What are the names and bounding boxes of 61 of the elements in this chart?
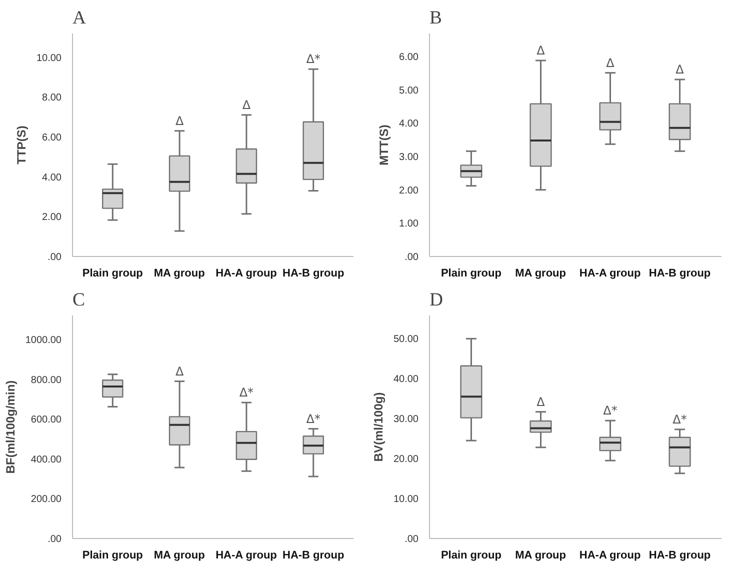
x-tick-label: Plain group — [82, 550, 144, 562]
annotation: Δ — [676, 62, 685, 76]
annotation: Δ* — [239, 386, 254, 400]
y-tick-label: .00 — [48, 252, 62, 263]
y-tick-label: .00 — [404, 252, 419, 263]
y-tick-label: 4.00 — [399, 118, 419, 130]
x-tick-label: MA group — [154, 268, 206, 280]
x-tick-label: Plain group — [82, 268, 144, 280]
y-tick-label: 8.00 — [42, 92, 62, 104]
y-tick-label: 10.00 — [36, 52, 62, 64]
y-axis-title: MTT(S) — [377, 124, 392, 166]
y-axis-title: BF(ml/100g/min) — [3, 380, 18, 474]
annotation: Δ — [175, 114, 184, 128]
y-tick-label: 800.00 — [30, 375, 62, 386]
annotation: Δ — [536, 44, 546, 58]
x-tick-label: MA group — [515, 550, 566, 562]
x-tick-label: Plain group — [440, 268, 502, 280]
x-tick-label: MA group — [515, 268, 566, 280]
annotation: Δ — [175, 364, 184, 378]
annotation: Δ — [242, 98, 252, 112]
y-tick-label: 6.00 — [42, 132, 62, 144]
y-tick-label: 40.00 — [393, 374, 419, 386]
y-tick-label: 400.00 — [30, 454, 62, 466]
y-tick-label: .00 — [404, 534, 419, 545]
chart-title: A — [72, 8, 86, 28]
y-tick-label: 2.00 — [399, 185, 419, 196]
y-tick-label: 4.00 — [42, 172, 62, 184]
x-tick-label: HA-A group — [579, 268, 641, 280]
y-tick-label: 600.00 — [30, 414, 62, 426]
x-tick-label: HA-B group — [648, 268, 711, 280]
annotation: Δ* — [603, 404, 618, 418]
y-tick-label: .00 — [48, 534, 62, 545]
chart-title: D — [430, 290, 443, 310]
x-tick-label: Plain group — [440, 550, 502, 562]
annotation: Δ* — [306, 52, 320, 66]
x-tick-label: HA-A group — [579, 550, 641, 562]
y-tick-label: 10.00 — [393, 494, 419, 506]
y-tick-label: 50.00 — [393, 334, 419, 346]
x-tick-label: HA-B group — [282, 268, 344, 280]
y-axis-title: TTP(S) — [14, 126, 28, 164]
x-tick-label: MA group — [154, 550, 206, 562]
x-tick-label: HA-A group — [216, 268, 278, 280]
y-tick-label: 1.00 — [399, 218, 419, 230]
x-tick-label: HA-B group — [282, 550, 344, 562]
x-tick-label: HA-A group — [216, 550, 278, 562]
annotation: Δ* — [306, 412, 320, 426]
chart-title: B — [430, 8, 442, 28]
chart-title: C — [72, 290, 85, 310]
annotation: Δ* — [672, 412, 687, 426]
x-tick-label: HA-B group — [648, 550, 711, 562]
y-tick-label: 30.00 — [393, 414, 419, 426]
y-tick-label: 20.00 — [393, 454, 419, 466]
y-tick-label: 200.00 — [30, 494, 62, 506]
y-tick-label: 6.00 — [399, 52, 419, 63]
y-tick-label: 3.00 — [399, 152, 419, 163]
y-tick-label: 1000.00 — [25, 335, 62, 346]
annotation: Δ — [536, 394, 546, 409]
y-tick-label: 2.00 — [42, 212, 62, 224]
annotation: Δ — [606, 56, 616, 70]
y-axis-title: BV(ml/100g) — [371, 392, 386, 462]
y-tick-label: 5.00 — [399, 85, 419, 96]
